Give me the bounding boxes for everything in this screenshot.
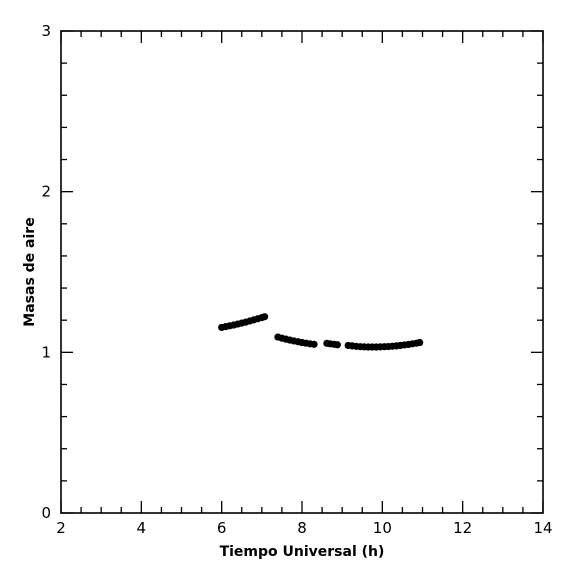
data-point — [416, 338, 424, 347]
y-axis-label: Masas de aire — [22, 217, 38, 326]
x-tick-label: 4 — [137, 519, 147, 537]
y-tick-labels: 0 1 2 3 — [41, 22, 51, 522]
data-point — [261, 313, 269, 321]
x-tick-label: 10 — [373, 519, 392, 537]
plot-frame — [60, 30, 544, 514]
x-tick-label: 12 — [453, 519, 472, 537]
data-points — [218, 313, 424, 351]
y-tick-label: 0 — [41, 504, 51, 522]
y-tick-label: 1 — [41, 343, 51, 361]
y-tick-label: 3 — [41, 22, 51, 40]
data-point — [333, 341, 341, 349]
axis-ticks — [60, 30, 544, 514]
x-tick-label: 14 — [533, 519, 552, 537]
x-tick-label: 6 — [217, 519, 227, 537]
y-tick-label: 2 — [41, 183, 51, 201]
x-axis-label: Tiempo Universal (h) — [220, 544, 385, 560]
data-point — [310, 340, 318, 348]
x-tick-label: 2 — [56, 519, 66, 537]
x-tick-label: 8 — [297, 519, 307, 537]
x-tick-labels: 2 4 6 8 10 12 14 — [56, 519, 552, 537]
